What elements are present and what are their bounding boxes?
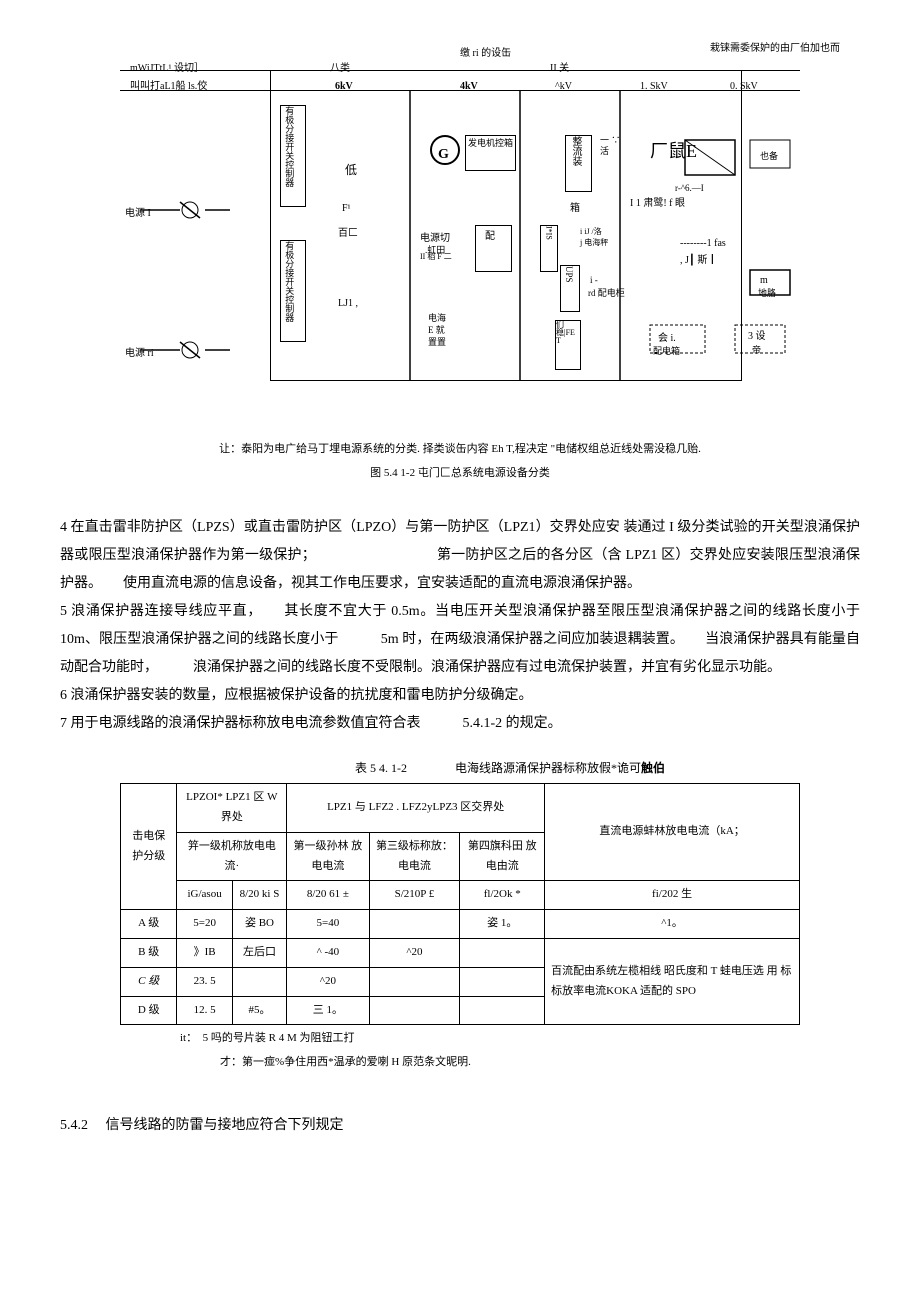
diagram-label: 箱 <box>570 200 580 218</box>
diagram-label: 帝 <box>752 342 761 358</box>
wave5: fl/2Ok * <box>460 881 545 910</box>
section-heading: 5.4.2 信号线路的防雷与接地应符合下列规定 <box>60 1113 860 1138</box>
source-2-label: 电源 ri <box>125 345 154 363</box>
diagram-label: 置置 <box>428 334 446 350</box>
sub2: 第一级孙林 放电电流 <box>287 832 369 881</box>
sub4: 第四旗科田 放电由流 <box>460 832 545 881</box>
diagram-label: 一 ∵ 活 <box>600 135 630 157</box>
diagram-label: rd 配电柜 <box>588 285 625 301</box>
diagram-label: , J┃ 斯┃ <box>680 252 717 270</box>
diagram-label: 低 <box>345 160 357 182</box>
wave6: fi/202 生 <box>545 881 800 910</box>
diagram-label: 配 <box>485 228 495 246</box>
section-text: 信号线路的防雷与接地应符合下列规定 <box>106 1118 344 1133</box>
table-row: B 级 》IB 左后口 ^ -40 ^20 百流配由系统左榄相线 昭氏度和 T … <box>121 938 800 967</box>
wave3: 8/20 61 ± <box>287 881 369 910</box>
iis-box: I*IS <box>540 225 558 272</box>
diagram-label: --------1 fas <box>680 235 726 253</box>
ups-box: UPS <box>560 265 580 312</box>
zone1-header: LPZOI* LPZ1 区 W 界处 <box>177 784 287 833</box>
spd-current-table: 击电保护分级 LPZOI* LPZ1 区 W 界处 LPZ1 与 LFZ2 . … <box>120 783 800 1025</box>
diagram-note: 让：泰阳为电广给马丁埋电源系统的分类. 择类谈缶内容 Eh T,程决定 "电储权… <box>60 440 860 460</box>
diagram-label: r-^6.—I <box>675 180 704 196</box>
sub3: 第三级标称放：电电流 <box>369 832 460 881</box>
power-system-diagram: 栽铼需委保妒的由厂伯加也而 mWiJTtL¹ 设切］ 八类 缴 ri 的设缶 I… <box>120 40 800 420</box>
paragraph-5: 5 浪涌保护器连接导线应平直， 其长度不宜大于 0.5m。当电压开关型浪涌保护器… <box>60 598 860 682</box>
table-note-1: it： 5 吗的号片装 R 4 M 为阻钮工打 <box>180 1029 860 1049</box>
diagram-label: 百匚 <box>338 225 358 243</box>
diagram-label: I 1 肃鹭! f 眼 <box>630 195 685 213</box>
diagram-label: II 稻 F 二 <box>420 250 452 264</box>
diagram-label: F¹ <box>342 200 351 218</box>
dc-header: 直流电源蚌林放电电流（kA； <box>545 784 800 881</box>
diagram-svg <box>120 40 800 420</box>
table-note-2: 才：第一痖%争住用西*温承的爱喇 H 原范条文昵明. <box>220 1053 860 1073</box>
rect-box: 整流装 <box>565 135 592 192</box>
table-row: A 级 5=20 姿 BO 5=40 姿 1。 ^1。 <box>121 910 800 939</box>
zone2-header: LPZ1 与 LFZ2 . LFZ2yLPZ3 区交界处 <box>287 784 545 833</box>
switch-box-1: 有极分接开关控制器 <box>280 105 306 207</box>
wave1: iG/asou <box>177 881 232 910</box>
gen-box: 发电机控箱 <box>465 135 516 171</box>
paragraph-4: 4 在直击雷非防护区（LPZS）或直击雷防护区（LPZO）与第一防护区（LPZ1… <box>60 514 860 598</box>
paragraph-6: 6 浪涌保护器安装的数量，应根据被保护设备的抗扰度和雷电防护分级确定。 <box>60 682 860 710</box>
table-title: 表 5 4. 1-2 电海线路源涌保护器标称放假*诡可触伯 <box>60 758 860 780</box>
paragraph-7: 7 用于电源线路的浪涌保护器标称放电电流参数值宜符合表 5.4.1-2 的规定。 <box>60 710 860 738</box>
section-num: 5.4.2 <box>60 1118 88 1133</box>
diagram-label: j 电海秤 <box>580 236 608 250</box>
body-paragraphs: 4 在直击雷非防护区（LPZS）或直击雷防护区（LPZO）与第一防护区（LPZ1… <box>60 514 860 738</box>
diagram-label: 也备 <box>760 148 778 164</box>
wave4: S/210P £ <box>369 881 460 910</box>
diagram-caption: 图 5.4 1-2 屯门匚总系统电源设备分类 <box>60 464 860 484</box>
wave2: 8/20 ki S <box>232 881 286 910</box>
diagram-label: LJ1 , <box>338 295 358 313</box>
source-1-label: 电源 I <box>125 205 151 223</box>
sub1: 笄一级机称放电电 流· <box>177 832 287 881</box>
col-level: 击电保护分级 <box>121 784 177 910</box>
fet-box: 们稳|FE T <box>555 320 581 370</box>
diagram-label: 地胳 <box>758 285 776 301</box>
switch-box-2: 有极分接开关控制器 <box>280 240 306 342</box>
diagram-label: 配电箱 <box>653 343 680 359</box>
g-label: G <box>438 142 449 167</box>
diagram-label: 厂鼠E <box>650 135 697 167</box>
